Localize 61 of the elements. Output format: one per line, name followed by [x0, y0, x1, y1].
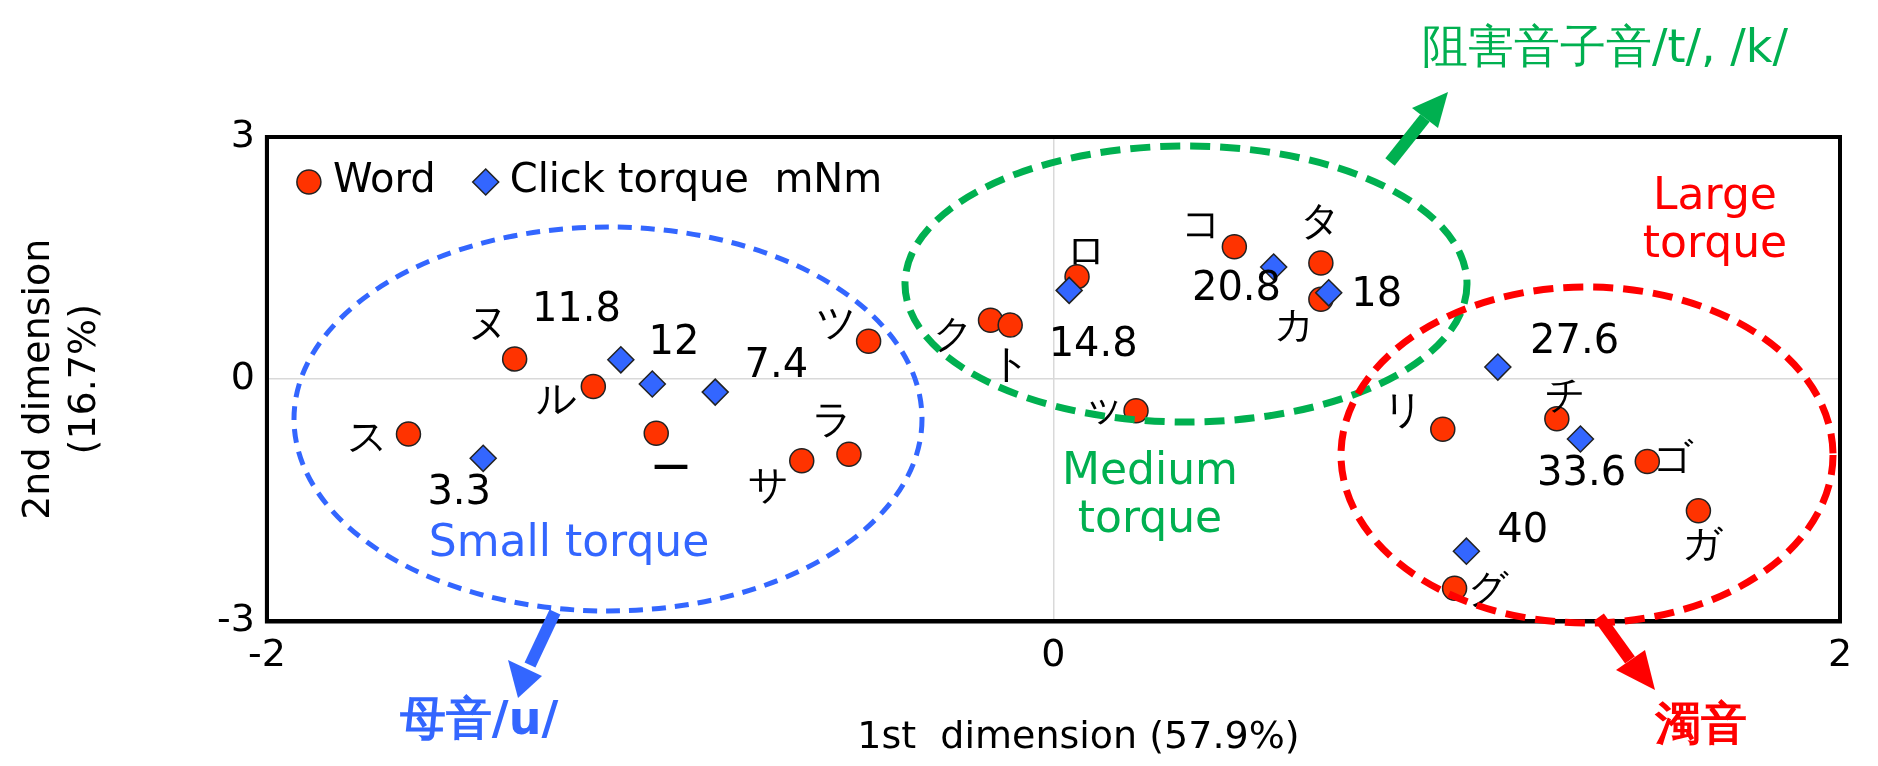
- point: [1685, 498, 1712, 524]
- annotation: コ: [1181, 199, 1223, 246]
- legend-label: Word: [332, 155, 436, 202]
- point: [789, 447, 815, 474]
- annotation: Medium torque: [1062, 443, 1238, 543]
- point: [1452, 537, 1481, 565]
- annotation: リ: [1382, 385, 1424, 432]
- point: [1221, 234, 1248, 260]
- annotation: ヌ: [467, 298, 509, 345]
- annotation: 12: [648, 316, 700, 363]
- legend-label: Click torque mNm: [509, 155, 883, 202]
- annotation: ゴ: [1653, 433, 1695, 480]
- point: [607, 346, 635, 374]
- annotation: 7.4: [744, 340, 809, 387]
- annotation: 18: [1351, 268, 1403, 315]
- annotation: ロ: [1066, 227, 1108, 274]
- annotation: ル: [535, 375, 577, 422]
- y-tick-label: 0: [230, 354, 255, 399]
- point: [643, 420, 669, 447]
- text: 母音/u/: [399, 690, 559, 745]
- annotation: Large torque: [1642, 168, 1788, 268]
- point: [638, 370, 667, 398]
- point: [1314, 279, 1343, 307]
- text: 濁音: [1654, 695, 1747, 750]
- annotation: 3.3: [427, 466, 491, 513]
- point: [580, 373, 607, 400]
- annotation: 14.8: [1048, 318, 1138, 365]
- point: [701, 378, 729, 406]
- annotation: ツ: [815, 299, 857, 346]
- x-tick-label: 0: [1041, 631, 1066, 676]
- point: [855, 328, 882, 355]
- annotation: 11.8: [531, 284, 621, 331]
- annotation: Small torque: [428, 515, 710, 567]
- point: [836, 441, 862, 468]
- point: [1484, 353, 1512, 381]
- point: [997, 312, 1023, 338]
- y-axis-title: 2nd dimension (16.7%): [13, 238, 104, 520]
- annotation: ガ: [1681, 520, 1724, 567]
- point: [395, 421, 422, 447]
- annotation: ト: [989, 340, 1031, 387]
- annotation: 40: [1497, 505, 1549, 552]
- y-tick-label: 3: [230, 111, 255, 156]
- annotation: グ: [1467, 565, 1509, 612]
- annotation: 33.6: [1537, 448, 1627, 495]
- annotation: タ: [1300, 196, 1342, 243]
- x-axis-title: 1st dimension (57.9%): [857, 712, 1300, 757]
- annotation: 27.6: [1530, 316, 1620, 363]
- annotation: ー: [650, 445, 691, 492]
- point: [1055, 276, 1083, 305]
- annotation: ス: [347, 413, 389, 460]
- point: [1308, 250, 1334, 276]
- annotation: ラ: [811, 396, 853, 443]
- point: [1566, 425, 1595, 453]
- annotation: ク: [932, 310, 974, 357]
- point: [501, 346, 528, 372]
- x-tick-label: 2: [1827, 631, 1853, 676]
- annotation: サ: [747, 460, 789, 507]
- point: [469, 444, 497, 473]
- text: 阻害音子音/t/, /k/: [1422, 18, 1789, 73]
- point: [1430, 416, 1456, 443]
- annotation: チ: [1544, 370, 1586, 417]
